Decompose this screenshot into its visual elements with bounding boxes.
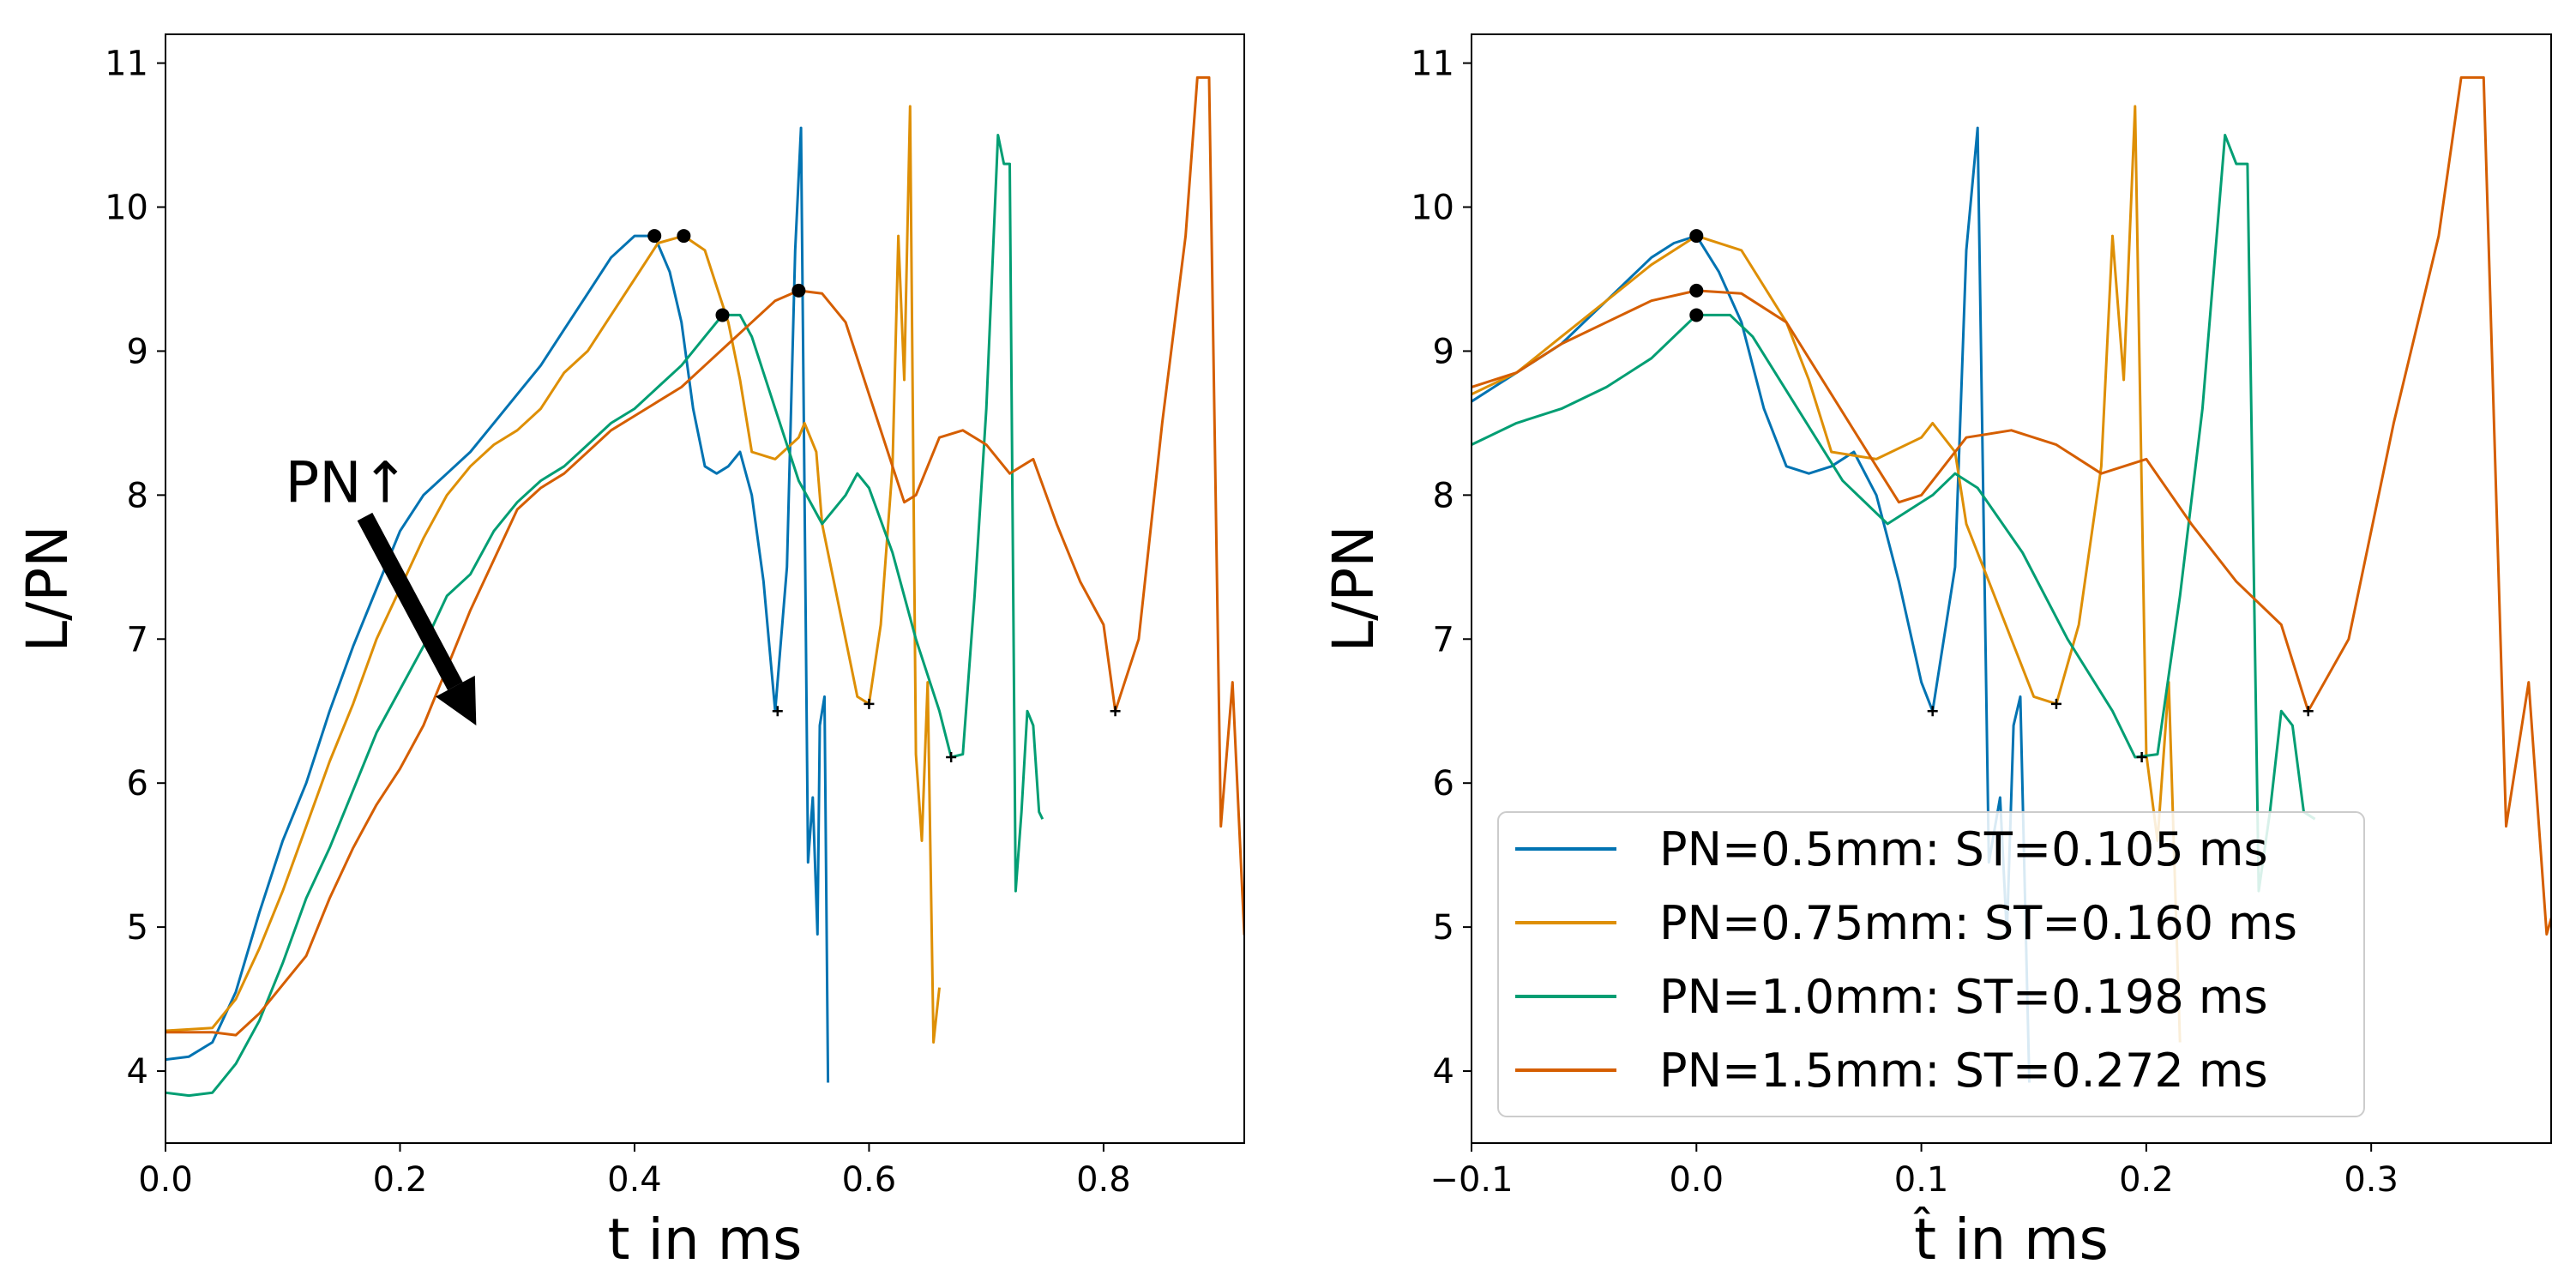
- left-y-tick-label: 5: [127, 908, 148, 948]
- right-marker-layer: [1689, 229, 2314, 762]
- left-y-axis-label: L/PN: [15, 525, 81, 652]
- right-max-marker-1: [1689, 283, 1704, 298]
- legend-box: [1497, 811, 2365, 1117]
- right-y-tick-label: 10: [1411, 189, 1454, 228]
- right-y-tick-label: 8: [1433, 476, 1454, 515]
- right-y-tick-label: 9: [1433, 332, 1454, 371]
- left-x-tick-label: 0.2: [373, 1160, 428, 1200]
- left-min-marker-1: [864, 698, 875, 709]
- right-series-pn-0-5mm: [1472, 126, 2031, 1083]
- legend-entry-pn-1-0mm: PN=1.0mm: ST=0.198 ms: [1659, 970, 2268, 1024]
- left-series-pn-1-5mm: [166, 75, 1244, 1037]
- pn-arrow-head: [435, 675, 477, 726]
- left-series-pn-0-5mm: [166, 126, 830, 1083]
- left-marker-layer: [647, 229, 1121, 762]
- left-x-tick-label: 0.8: [1076, 1160, 1131, 1200]
- left-ticks: 0.0 0.2 0.4 0.6 0.8 4 5 6 7 8 9 10 11: [105, 45, 1131, 1200]
- right-y-tick-label: 11: [1411, 45, 1454, 84]
- pn-increase-annotation: PN↑: [285, 450, 408, 516]
- left-y-tick-label: 8: [127, 476, 148, 515]
- right-x-axis-label: t̂ in ms: [1913, 1206, 2109, 1273]
- left-max-marker-1: [677, 229, 691, 244]
- left-y-tick-label: 7: [127, 620, 148, 659]
- right-max-marker-0: [1689, 229, 1704, 244]
- right-min-marker-1: [2050, 698, 2061, 709]
- left-x-tick-label: 0.4: [607, 1160, 662, 1200]
- pn-arrow-shaft: [357, 512, 463, 690]
- right-series-pn-1-0mm: [1472, 134, 2316, 893]
- left-max-marker-2: [715, 308, 730, 322]
- left-x-tick-label: 0.6: [842, 1160, 897, 1200]
- left-y-tick-label: 9: [127, 332, 148, 371]
- left-max-marker-0: [647, 229, 662, 244]
- legend-entry-pn-0-75mm: PN=0.75mm: ST=0.160 ms: [1659, 896, 2297, 950]
- right-min-marker-3: [2302, 706, 2314, 717]
- right-y-axis-label: L/PN: [1321, 525, 1387, 652]
- left-max-marker-3: [791, 283, 806, 298]
- legend: PN=0.5mm: ST=0.105 ms PN=0.75mm: ST=0.160…: [1497, 811, 2365, 1117]
- legend-entry-pn-1-5mm: PN=1.5mm: ST=0.272 ms: [1659, 1044, 2268, 1098]
- right-x-tick-label: −0.1: [1429, 1160, 1513, 1200]
- left-min-marker-3: [1110, 706, 1121, 717]
- right-y-tick-label: 6: [1433, 764, 1454, 803]
- right-max-marker-2: [1689, 308, 1704, 322]
- left-series-pn-0-75mm: [166, 105, 941, 1044]
- right-x-tick-label: 0.0: [1669, 1160, 1724, 1200]
- right-x-tick-label: 0.1: [1894, 1160, 1949, 1200]
- right-series-pn-0-75mm: [1472, 105, 2182, 1043]
- right-min-marker-2: [2136, 751, 2147, 762]
- left-y-tick-label: 10: [105, 189, 148, 228]
- right-y-tick-label: 7: [1433, 620, 1454, 659]
- right-plot-frame: [1471, 33, 2552, 1144]
- left-series-layer: [166, 75, 1244, 1098]
- left-y-tick-label: 11: [105, 45, 148, 84]
- right-y-tick-label: 5: [1433, 908, 1454, 948]
- left-min-marker-2: [946, 751, 957, 762]
- right-ticks: −0.1 0.0 0.1 0.2 0.3 4 5 6 7 8 9 10 11: [1411, 45, 2398, 1200]
- right-x-tick-label: 0.3: [2344, 1160, 2398, 1200]
- left-y-tick-label: 4: [127, 1052, 148, 1092]
- left-annotation-layer: PN↑: [285, 450, 477, 726]
- right-y-tick-label: 4: [1433, 1052, 1454, 1092]
- right-x-tick-label: 0.2: [2119, 1160, 2174, 1200]
- left-x-axis-label: t in ms: [608, 1207, 803, 1273]
- legend-entry-pn-0-5mm: PN=0.5mm: ST=0.105 ms: [1659, 822, 2268, 876]
- right-min-marker-0: [1927, 706, 1938, 717]
- left-plot-frame: [165, 33, 1245, 1144]
- left-y-tick-label: 6: [127, 764, 148, 803]
- right-chart-panel: −0.1 0.0 0.1 0.2 0.3 4 5 6 7 8 9 10 11 t̂ in ms L/PN…: [1321, 33, 2552, 1273]
- left-min-marker-0: [772, 706, 783, 717]
- left-chart-panel: PN↑ 0.0 0.2 0.4 0.6 0.8 4 5 6 7 8 9 10 11 t in ms L/…: [15, 33, 1245, 1273]
- left-x-tick-label: 0.0: [138, 1160, 193, 1200]
